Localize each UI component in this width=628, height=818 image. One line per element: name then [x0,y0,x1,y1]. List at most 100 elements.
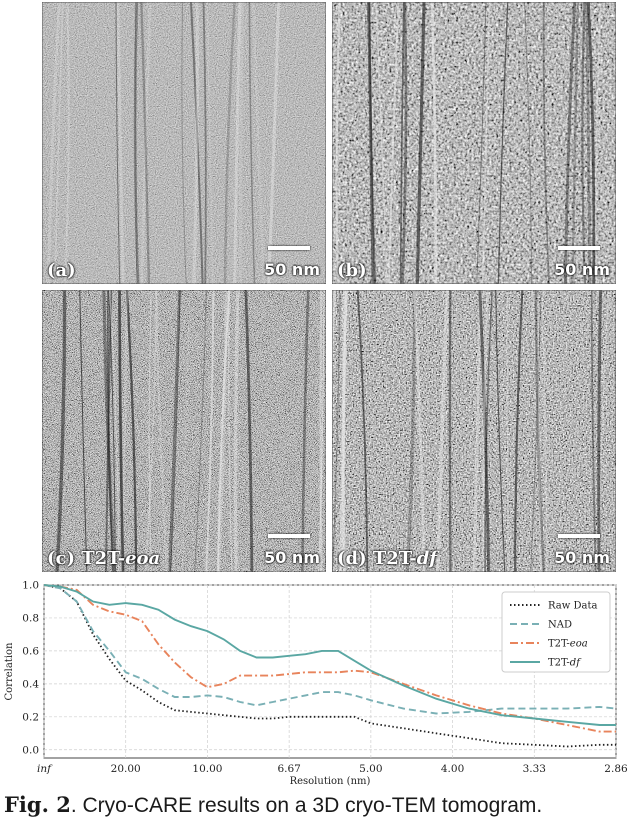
filament-streak [481,290,489,572]
x-tick-label: 10.00 [192,763,222,775]
filament-streak [368,2,377,284]
filament-streak [108,290,120,572]
tomogram-panel-d: 50 nm (d) T2T-df [332,290,616,572]
filament-streak [155,290,168,572]
filament-streak [523,2,533,284]
filament-streak [170,290,181,572]
panel-letter: (d) [337,548,373,569]
filament-streak [399,2,405,284]
filament-streak [228,290,233,572]
filament-streak [506,290,509,572]
filament-streak [267,2,281,284]
filament-streak [133,2,140,284]
filament-streak [318,290,325,572]
tomogram-panel-c: 50 nm (c) T2T-eoa [42,290,326,572]
x-tick-label: 6.67 [277,763,300,775]
filament-streak [541,290,548,572]
filament-streak [189,2,204,284]
figure-caption: Fig. 2. Cryo-CARE results on a 3D cryo-T… [4,793,542,818]
legend-label-2: T2T-eoa [548,639,588,650]
method-suffix: eoa [125,548,161,569]
fsc-chart: inf 20.00 10.00 6.67 5.00 4.00 3.33 2.86 0.0 0.2 0… [4,580,628,788]
x-tick-label: 3.33 [523,763,546,775]
panel-label-d: (d) T2T-df [337,550,437,568]
y-axis-label: Correlation [4,642,15,701]
filament-streak [217,290,231,572]
y-tick-label: 1.0 [22,580,39,592]
filament-streak [597,290,603,572]
filament-streak [202,2,207,284]
filament-streak [534,290,546,572]
filament-streak [587,2,596,284]
filament-streak [405,290,417,572]
filament-streak [476,2,487,284]
filament-streak [194,290,207,572]
method-name: T2T- [372,548,417,569]
legend-box [501,591,611,673]
tomogram-image-d [332,290,616,572]
legend-label-3: T2T-df [548,658,582,669]
filament-streak [537,290,542,572]
series-line-2 [43,584,616,733]
filament-streak [301,290,310,572]
method-name: T2T- [81,548,126,569]
figure-number: Fig. 2 [4,792,71,817]
series-line-3 [43,584,616,726]
scale-bar [558,246,600,250]
panel-letter: (c) [47,548,82,569]
filament-streak [192,2,199,284]
filament-streak [497,2,509,284]
y-tick-label: 0.2 [22,711,39,723]
filament-streak [375,2,388,284]
filament-streak [335,2,341,284]
filament-streak [104,290,113,572]
filament-streak [148,290,152,572]
scale-label: 50 nm [264,260,320,279]
filament-streak [55,290,67,572]
filament-streak [590,290,597,572]
filament-streak [332,290,336,392]
tomogram-image-b [332,2,616,284]
scale-label: 50 nm [554,548,610,567]
filament-streak [481,2,491,284]
series-line-0 [43,584,616,748]
legend-label-1: NAD [548,620,572,631]
filament-streak [238,2,244,284]
filament-streak [46,2,61,284]
panel-label-b: (b) [337,262,367,280]
filament-streak [115,2,121,284]
filament-streak [484,290,493,572]
tomogram-image-a [42,2,326,284]
y-tick-label: 0.6 [22,645,39,657]
filament-streak [140,2,151,284]
scale-label: 50 nm [554,260,610,279]
x-tick-label: inf [37,763,53,775]
panel-letter: (b) [337,260,367,281]
filament-streak [495,290,506,572]
filament-streak [102,290,117,572]
x-tick-label: 20.00 [111,763,141,775]
filament-streak [401,2,408,284]
filament-streak [430,2,438,284]
x-tick-label: 5.00 [359,763,382,775]
filament-streak [448,290,452,572]
filament-streak [388,2,400,284]
filament-streak [244,290,254,572]
filament-streak [248,2,256,284]
scale-bar [268,246,310,250]
filament-streak [223,2,236,284]
y-tick-label: 0.8 [22,612,39,624]
filament-streak [216,290,229,572]
filament-streak [64,2,70,284]
noise-texture [42,290,326,572]
method-suffix: df [416,548,438,569]
filament-streak [233,2,242,284]
filament-streak [356,290,369,572]
filament-streak [332,290,341,572]
scale-label: 50 nm [264,548,320,567]
filament-streak [413,290,426,572]
filament-streak [79,290,88,572]
filament-streak [205,290,215,572]
filament-streak [571,2,579,284]
filament-streak [563,2,577,284]
